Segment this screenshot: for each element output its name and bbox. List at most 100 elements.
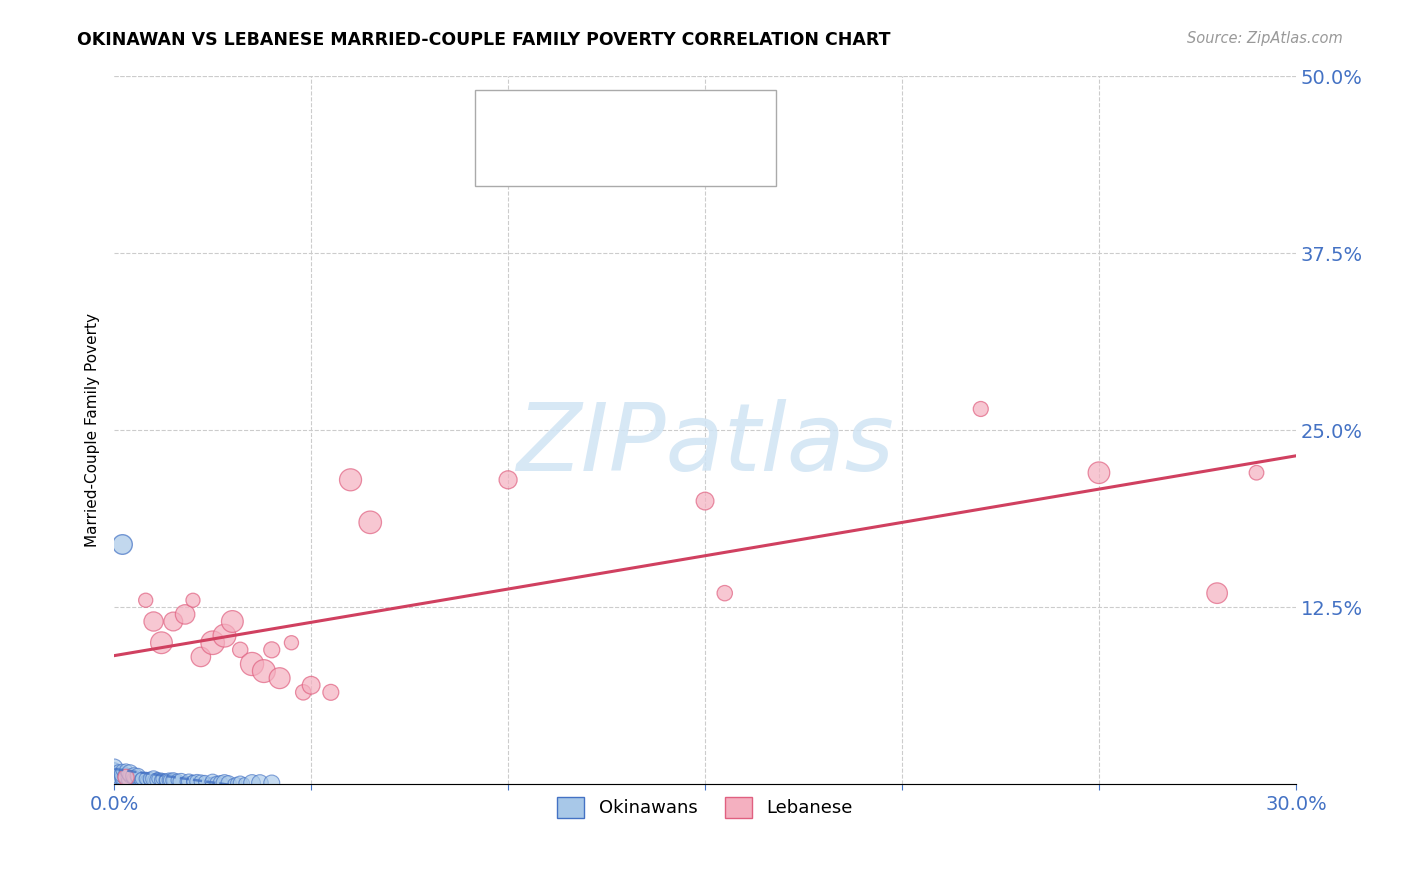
Point <box>162 615 184 629</box>
Point <box>111 767 134 781</box>
Point <box>240 657 263 671</box>
Point <box>103 770 125 784</box>
Point <box>162 773 184 788</box>
Point <box>181 593 204 607</box>
Point <box>107 764 129 778</box>
Point <box>693 494 716 508</box>
Text: OKINAWAN VS LEBANESE MARRIED-COUPLE FAMILY POVERTY CORRELATION CHART: OKINAWAN VS LEBANESE MARRIED-COUPLE FAMI… <box>77 31 891 49</box>
Point <box>713 586 735 600</box>
Point <box>150 636 173 650</box>
Point <box>1246 466 1268 480</box>
Point <box>181 774 204 789</box>
Point <box>127 772 149 786</box>
Point <box>359 516 381 530</box>
Point <box>221 776 243 790</box>
Point <box>181 774 204 789</box>
Point <box>174 774 197 789</box>
Point <box>190 649 212 664</box>
Point <box>1088 466 1111 480</box>
Point <box>201 774 224 789</box>
Point <box>111 764 134 778</box>
Y-axis label: Married-Couple Family Poverty: Married-Couple Family Poverty <box>86 313 100 547</box>
Point <box>177 774 200 789</box>
Point <box>229 643 252 657</box>
Point <box>118 772 141 786</box>
Point <box>155 773 177 788</box>
Point <box>1206 586 1229 600</box>
Point <box>103 764 125 778</box>
Point <box>118 769 141 783</box>
Point <box>174 607 197 622</box>
Point <box>201 636 224 650</box>
Point <box>118 773 141 788</box>
Point <box>115 766 138 780</box>
Point <box>150 772 173 786</box>
Point <box>209 776 232 790</box>
Point <box>115 773 138 788</box>
Text: Source: ZipAtlas.com: Source: ZipAtlas.com <box>1187 31 1343 46</box>
Point <box>280 636 302 650</box>
Point <box>142 615 165 629</box>
Point <box>214 776 236 790</box>
Point <box>233 776 256 790</box>
Point <box>122 772 145 786</box>
Point <box>131 772 153 786</box>
Point <box>299 678 322 692</box>
Point <box>155 773 177 788</box>
Point <box>103 773 125 788</box>
Point <box>135 772 157 786</box>
Point <box>201 774 224 789</box>
Point <box>118 766 141 780</box>
Point <box>142 773 165 788</box>
Point <box>339 473 361 487</box>
Point <box>166 773 188 788</box>
Point <box>150 773 173 788</box>
Point <box>186 774 208 789</box>
Point <box>157 773 180 788</box>
Point <box>157 773 180 788</box>
Point <box>111 536 134 550</box>
Point <box>217 776 239 790</box>
Point <box>214 629 236 643</box>
Point <box>205 776 228 790</box>
Point <box>142 772 165 786</box>
Point <box>970 401 993 416</box>
Point <box>135 593 157 607</box>
Point <box>111 773 134 788</box>
Point <box>194 774 217 789</box>
Point <box>221 615 243 629</box>
Point <box>122 773 145 788</box>
Point <box>103 760 125 774</box>
Point <box>107 766 129 780</box>
Point <box>138 772 160 786</box>
Point <box>170 774 193 789</box>
Point <box>253 664 276 678</box>
Point <box>111 770 134 784</box>
Point <box>162 773 184 788</box>
Point <box>225 776 247 790</box>
Point <box>229 776 252 790</box>
Point <box>103 766 125 780</box>
Point <box>127 773 149 788</box>
Point <box>146 773 169 788</box>
Point <box>115 770 138 784</box>
Point <box>138 773 160 788</box>
Point <box>146 772 169 786</box>
Point <box>115 769 138 783</box>
Point <box>107 770 129 784</box>
Point <box>319 685 342 699</box>
Point <box>240 776 263 790</box>
Point <box>260 776 283 790</box>
Point <box>107 773 129 788</box>
Point <box>249 776 271 790</box>
Point <box>269 671 291 685</box>
Point <box>131 773 153 788</box>
Point <box>292 685 315 699</box>
Point <box>260 643 283 657</box>
Point <box>115 764 138 778</box>
Point <box>190 774 212 789</box>
Point <box>127 769 149 783</box>
Text: ZIPatlas: ZIPatlas <box>516 399 894 490</box>
Point <box>135 773 157 788</box>
Point <box>496 473 519 487</box>
